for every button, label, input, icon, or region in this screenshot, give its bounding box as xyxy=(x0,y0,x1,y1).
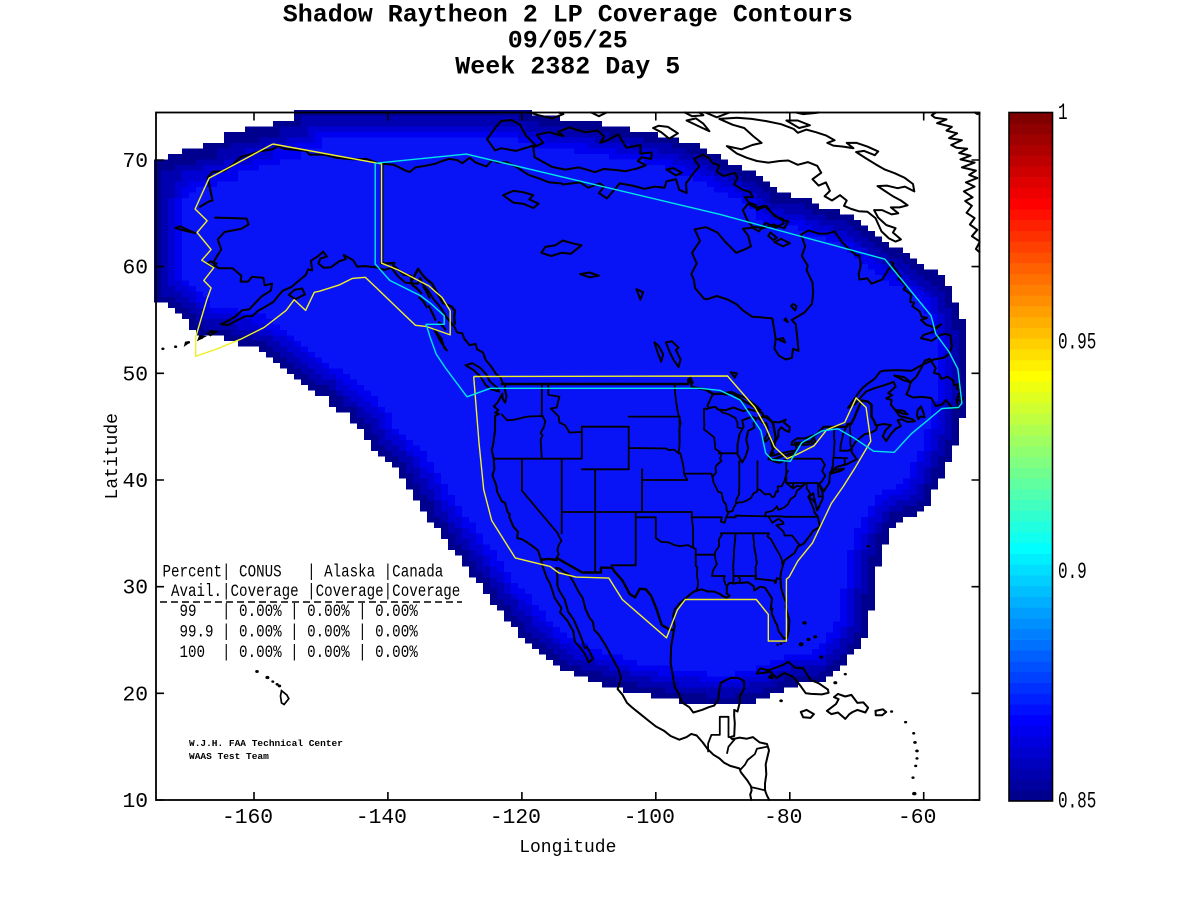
svg-text:10: 10 xyxy=(122,790,148,814)
svg-text:-80: -80 xyxy=(764,806,802,830)
svg-text:0.95: 0.95 xyxy=(1058,330,1096,355)
svg-text:-100: -100 xyxy=(624,806,675,830)
svg-text:40: 40 xyxy=(122,470,148,494)
svg-text:99 | 0.00% | 0.00% | 0.00%: 99 | 0.00% | 0.00% | 0.00% xyxy=(163,602,419,622)
svg-text:-60: -60 xyxy=(898,806,936,830)
svg-text:0.85: 0.85 xyxy=(1058,789,1096,814)
svg-text:99.9 | 0.00% | 0.00% | 0.00%: 99.9 | 0.00% | 0.00% | 0.00% xyxy=(163,622,419,642)
svg-text:60: 60 xyxy=(122,257,148,281)
svg-text:WAAS Test Team: WAAS Test Team xyxy=(189,751,269,762)
svg-text:0.9: 0.9 xyxy=(1058,559,1087,584)
svg-text:30: 30 xyxy=(122,577,148,601)
svg-text:Week 2382 Day 5: Week 2382 Day 5 xyxy=(455,53,680,82)
svg-text:-140: -140 xyxy=(356,806,407,830)
svg-text:70: 70 xyxy=(122,150,148,174)
svg-text:Shadow Raytheon 2 LP Coverage: Shadow Raytheon 2 LP Coverage Contours xyxy=(283,1,853,30)
svg-text:W.J.H. FAA Technical Center: W.J.H. FAA Technical Center xyxy=(189,738,343,749)
svg-text:1: 1 xyxy=(1058,100,1068,125)
svg-text:-160: -160 xyxy=(222,806,273,830)
svg-text:Longitude: Longitude xyxy=(519,838,616,858)
svg-text:Latitude: Latitude xyxy=(103,413,123,499)
svg-text:09/05/25: 09/05/25 xyxy=(508,27,628,56)
svg-text:20: 20 xyxy=(122,683,148,707)
svg-text:100 | 0.00% | 0.00% | 0.00%: 100 | 0.00% | 0.00% | 0.00% xyxy=(163,643,419,663)
svg-text:-120: -120 xyxy=(490,806,541,830)
svg-text:50: 50 xyxy=(122,363,148,387)
svg-text:Percent| CONUS | Alaska |Can: Percent| CONUS | Alaska |Canada xyxy=(163,562,444,582)
svg-text:Avail.|Coverage |Coverage|Cove: Avail.|Coverage |Coverage|Coverage xyxy=(163,582,461,602)
